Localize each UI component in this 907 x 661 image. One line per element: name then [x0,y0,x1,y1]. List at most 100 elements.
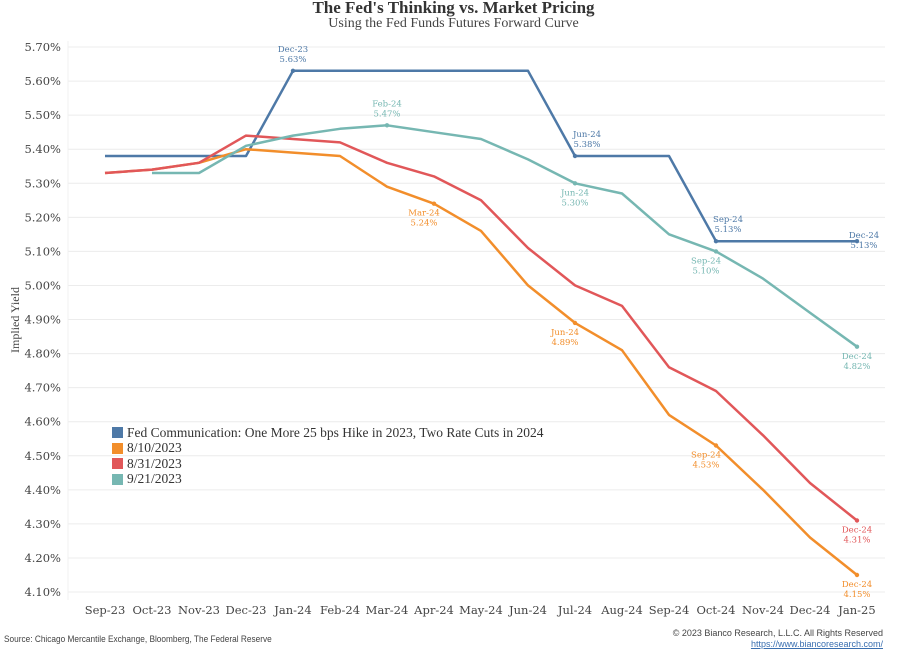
legend-item-0810[interactable]: 8/10/2023 [112,440,544,457]
copyright-note: © 2023 Bianco Research, L.L.C. All Right… [672,628,883,638]
series-1: Mar-245.24%Jun-244.89%Sep-244.53%Dec-244… [104,147,872,600]
annotation-month: Sep-24 [713,215,743,225]
legend-swatch-fed [112,427,123,439]
annotation-marker [854,572,860,578]
annotation-month: Jun-24 [572,130,601,140]
annotation-marker [713,239,719,244]
x-tick-label: Jul-24 [557,603,592,617]
legend-item-0921[interactable]: 9/21/2023 [112,471,544,488]
annotation-marker [854,518,860,523]
annotation-month: Mar-24 [408,209,440,219]
annotation-marker [854,344,860,349]
x-tick-label: Sep-24 [649,603,690,617]
annotation-value: 5.24% [410,219,437,229]
x-tick-label: Apr-24 [413,603,454,617]
annotation-value: 4.31% [843,535,870,545]
legend-swatch-0831 [112,458,123,470]
annotation-month: Dec-23 [278,45,308,55]
y-tick-label: 4.70% [24,381,61,395]
annotation-month: Sep-24 [691,451,721,461]
x-tick-label: Sep-23 [85,603,126,617]
x-tick-label: Jan-25 [837,603,875,617]
annotation-marker [713,249,719,254]
legend-item-0831[interactable]: 8/31/2023 [112,456,544,472]
y-axis-title: Implied Yield [8,287,22,353]
annotation-value: 4.53% [692,461,719,471]
legend-swatch-0921 [112,473,123,485]
annotation-month: Sep-24 [691,256,721,266]
y-tick-label: 4.30% [24,517,61,531]
annotation-value: 5.63% [279,55,306,65]
x-tick-label: Oct-24 [696,603,735,617]
legend-label-0810: 8/10/2023 [127,440,182,456]
y-tick-label: 5.30% [24,176,61,190]
annotation-month: Dec-24 [842,525,872,535]
y-tick-label: 4.80% [24,347,61,361]
x-tick-label: Nov-23 [178,603,220,617]
legend-label-fed: Fed Communication: One More 25 bps Hike … [127,424,544,440]
y-tick-label: 5.60% [24,74,61,88]
x-tick-label: Dec-23 [226,603,267,617]
series-line [152,124,858,348]
annotation-marker [854,239,860,244]
legend-item-fed[interactable]: Fed Communication: One More 25 bps Hike … [112,425,544,441]
annotation-value: 5.10% [692,266,719,276]
y-tick-label: 4.20% [24,551,61,565]
annotation-marker [290,68,296,74]
annotation-marker [384,123,390,128]
x-tick-label: May-24 [459,603,503,617]
source-note: Source: Chicago Mercantile Exchange, Blo… [4,634,272,644]
x-tick-label: Mar-24 [366,603,409,617]
y-tick-label: 4.90% [24,313,61,327]
chart-title: The Fed's Thinking vs. Market Pricing [312,0,595,17]
annotation-month: Dec-24 [842,580,872,590]
y-tick-label: 5.40% [24,142,61,156]
annotation-value: 5.13% [850,241,877,251]
x-tick-label: Jun-24 [508,603,547,617]
annotation-month: Dec-24 [849,231,879,241]
series-2: Dec-244.31% [104,134,872,545]
series-line [105,69,857,243]
legend-swatch-0810 [112,442,123,454]
legend: Fed Communication: One More 25 bps Hike … [112,425,544,487]
annotation-value: 4.15% [843,590,870,600]
annotation-month: Jun-24 [560,188,589,198]
y-tick-label: 4.10% [24,585,61,599]
x-tick-label: Dec-24 [790,603,831,617]
annotation-marker [713,443,719,448]
x-tick-label: Jan-24 [273,603,311,617]
x-tick-label: Feb-24 [320,603,360,617]
x-tick-label: Oct-23 [132,603,171,617]
series-3: Feb-245.47%Jun-245.30%Sep-245.10%Dec-244… [151,99,872,372]
annotation-value: 5.30% [561,198,588,208]
y-tick-label: 5.20% [24,210,61,224]
chart-subtitle: Using the Fed Funds Futures Forward Curv… [328,16,579,31]
annotation-value: 4.82% [843,362,870,372]
annotation-marker [431,201,437,206]
annotation-month: Jun-24 [550,328,579,338]
y-tick-label: 5.70% [24,40,61,54]
annotation-value: 4.89% [551,338,578,348]
series-0: Dec-235.63%Jun-245.38%Sep-245.13%Dec-245… [104,45,879,251]
annotation-month: Feb-24 [372,99,402,109]
annotation-value: 5.13% [714,225,741,235]
y-tick-label: 4.50% [24,449,61,463]
legend-label-0831: 8/31/2023 [127,455,182,471]
website-link[interactable]: https://www.biancoresearch.com/ [750,639,883,649]
y-tick-label: 5.00% [24,278,61,292]
x-tick-label: Nov-24 [742,603,784,617]
x-tick-label: Aug-24 [600,603,643,617]
annotation-value: 5.38% [573,140,600,150]
y-tick-label: 5.50% [24,108,61,122]
annotation-value: 5.47% [373,109,400,119]
annotation-marker [572,181,578,186]
series-line [104,147,858,576]
legend-label-0921: 9/21/2023 [127,471,182,487]
annotation-marker [572,153,578,159]
y-tick-label: 4.40% [24,483,61,497]
y-tick-label: 5.10% [24,244,61,258]
y-tick-label: 4.60% [24,415,61,429]
annotation-marker [572,320,578,326]
annotation-month: Dec-24 [842,352,872,362]
